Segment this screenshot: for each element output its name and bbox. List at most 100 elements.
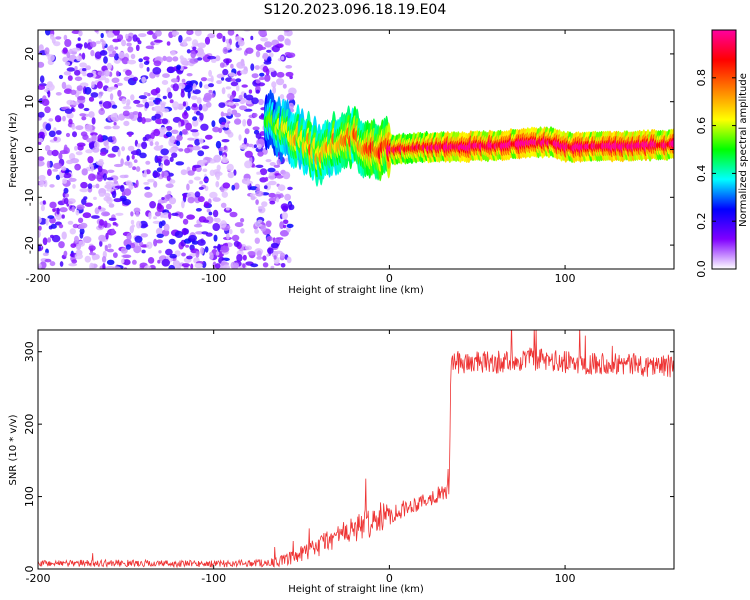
noise-speckle	[255, 147, 264, 153]
noise-speckle	[191, 39, 199, 47]
noise-speckle	[120, 247, 128, 254]
y-tick-label: 0	[23, 146, 36, 153]
noise-speckle	[127, 46, 134, 53]
noise-speckle	[82, 72, 87, 77]
noise-speckle	[182, 111, 189, 120]
noise-speckle	[63, 71, 72, 76]
noise-speckle	[139, 152, 147, 159]
noise-speckle	[191, 95, 198, 100]
noise-speckle	[226, 233, 230, 240]
noise-speckle	[72, 184, 76, 189]
noise-speckle	[195, 231, 204, 235]
noise-speckle	[54, 115, 62, 123]
noise-speckle	[169, 253, 177, 259]
noise-speckle	[90, 41, 97, 48]
noise-speckle	[238, 39, 245, 47]
noise-speckle	[190, 129, 199, 133]
noise-speckle	[126, 232, 132, 241]
x-tick-label: 0	[386, 572, 393, 585]
noise-speckle	[168, 264, 175, 269]
noise-speckle	[187, 91, 191, 99]
noise-speckle	[79, 113, 87, 117]
noise-speckle	[144, 169, 147, 178]
noise-speckle	[58, 224, 64, 229]
noise-speckle	[153, 181, 158, 188]
colorbar-tick-label: 0.4	[695, 165, 708, 183]
noise-speckle	[208, 89, 213, 94]
noise-speckle	[200, 77, 208, 82]
noise-speckle	[66, 112, 74, 119]
noise-speckle	[234, 222, 244, 228]
noise-speckle	[186, 214, 196, 220]
noise-speckle	[284, 193, 291, 201]
noise-speckle	[178, 35, 183, 43]
noise-speckle	[242, 263, 246, 269]
noise-speckle	[121, 146, 125, 152]
noise-speckle	[256, 250, 262, 258]
noise-speckle	[200, 123, 209, 131]
noise-speckle	[167, 91, 173, 99]
figure-title: S120.2023.096.18.19.E04	[264, 2, 447, 18]
noise-speckle	[222, 264, 230, 269]
noise-speckle	[91, 81, 95, 89]
noise-speckle	[141, 141, 148, 150]
noise-speckle	[286, 223, 294, 228]
noise-speckle	[102, 212, 111, 216]
noise-speckle	[133, 183, 138, 188]
noise-speckle	[97, 165, 103, 173]
noise-speckle	[128, 133, 132, 137]
noise-speckle	[84, 124, 93, 132]
noise-speckle	[62, 47, 68, 54]
noise-speckle	[71, 259, 78, 264]
noise-speckle	[154, 211, 161, 217]
noise-speckle	[96, 160, 105, 166]
noise-speckle	[74, 76, 83, 82]
noise-speckle	[181, 263, 190, 268]
noise-speckle	[80, 181, 88, 189]
noise-speckle	[161, 220, 166, 227]
noise-speckle	[48, 225, 53, 230]
noise-speckle	[288, 204, 295, 211]
noise-speckle	[115, 212, 124, 216]
noise-speckle	[157, 259, 161, 264]
noise-speckle	[106, 248, 114, 253]
noise-speckle	[134, 235, 143, 243]
noise-speckle	[264, 74, 271, 82]
noise-speckle	[106, 259, 115, 265]
noise-speckle	[185, 122, 193, 131]
noise-speckle	[161, 212, 170, 219]
noise-speckle	[84, 255, 92, 263]
noise-speckle	[266, 236, 273, 242]
noise-speckle	[61, 231, 67, 240]
noise-speckle	[152, 67, 162, 75]
snr-y-axis-label: SNR (10 * v/v)	[8, 414, 19, 485]
noise-speckle	[270, 265, 275, 269]
noise-speckle	[38, 225, 42, 231]
noise-speckle	[236, 254, 243, 262]
noise-speckle	[141, 76, 147, 84]
noise-speckle	[244, 160, 253, 169]
noise-speckle	[90, 92, 99, 98]
noise-speckle	[192, 46, 197, 50]
noise-speckle	[240, 218, 245, 223]
noise-speckle	[109, 93, 114, 101]
noise-speckle	[103, 220, 108, 228]
noise-speckle	[59, 207, 68, 213]
signal-cell	[670, 140, 674, 147]
noise-speckle	[254, 65, 260, 70]
noise-speckle	[53, 162, 62, 170]
noise-speckle	[79, 188, 89, 193]
noise-speckle	[47, 237, 52, 243]
noise-speckle	[203, 178, 209, 182]
noise-speckle	[142, 136, 147, 142]
noise-speckle	[194, 191, 201, 198]
noise-speckle	[133, 159, 138, 164]
noise-speckle	[103, 196, 112, 202]
noise-speckle	[222, 127, 229, 131]
noise-speckle	[170, 51, 176, 56]
noise-speckle	[215, 251, 220, 256]
noise-speckle	[283, 224, 287, 229]
noise-speckle	[107, 153, 116, 158]
x-tick-label: -200	[26, 572, 51, 585]
